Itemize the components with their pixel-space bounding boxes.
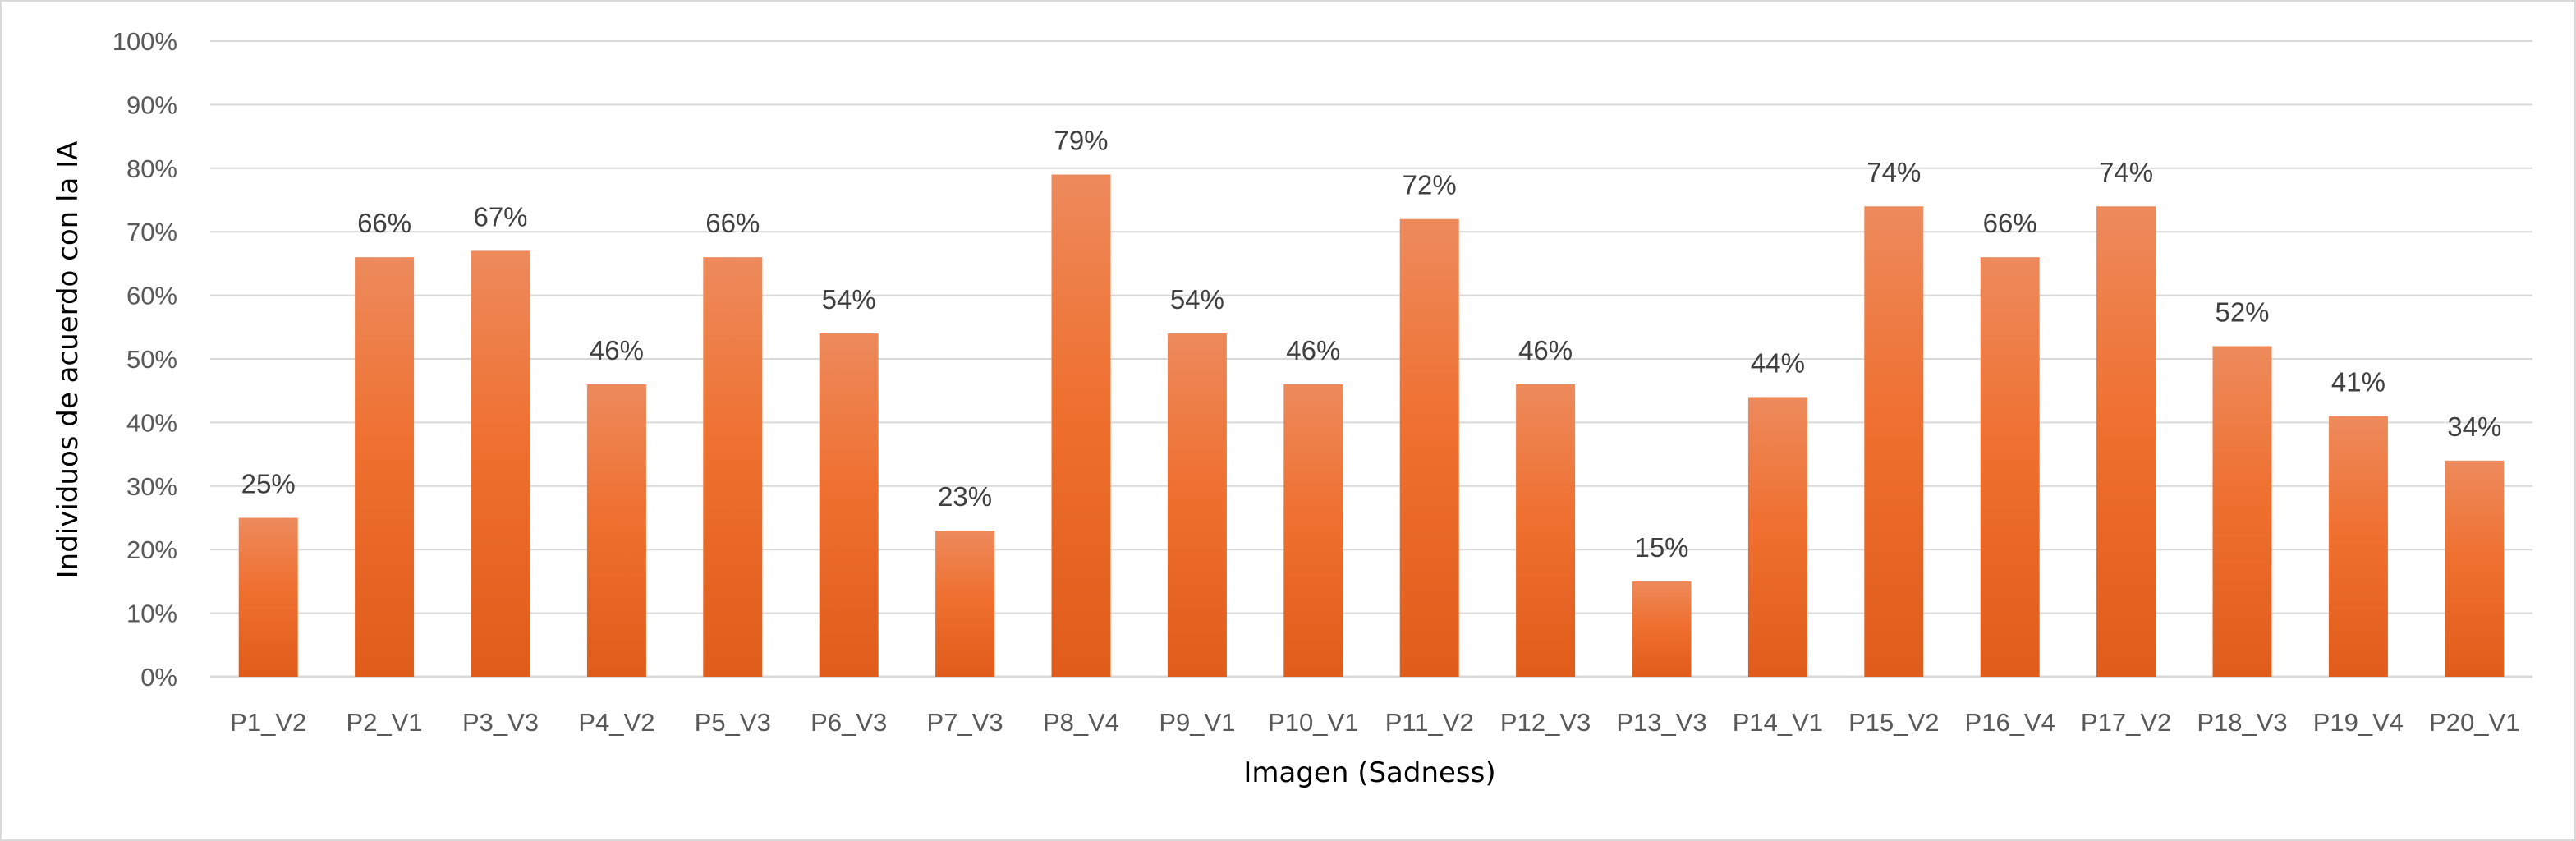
data-labels: 25% 66% 67% 46% 66% 54% 23% 79% 54% 46% 72% 46% 15% 4… — [241, 126, 2502, 563]
bar-p10-v1 — [1283, 384, 1343, 677]
x-tick-label: P11_V2 — [1385, 708, 1474, 737]
bar-p11-v2 — [1399, 218, 1459, 678]
data-label: 46% — [1518, 335, 1573, 365]
bar-p17-v2 — [2096, 206, 2156, 678]
y-tick-label: 20% — [126, 535, 177, 564]
bar-p18-v3 — [2212, 346, 2272, 677]
bar-p6-v3 — [819, 333, 879, 677]
data-label: 52% — [2215, 297, 2269, 328]
data-label: 25% — [241, 469, 296, 499]
bars — [238, 174, 2505, 678]
data-label: 66% — [705, 208, 760, 238]
x-tick-label: P9_V1 — [1159, 708, 1235, 737]
data-label: 46% — [590, 335, 644, 365]
data-label: 74% — [1867, 157, 1921, 187]
bar-p16-v4 — [1980, 257, 2040, 677]
x-tick-label: P3_V3 — [462, 708, 539, 737]
x-tick-label: P18_V3 — [2197, 708, 2287, 737]
x-tick-label: P2_V1 — [347, 708, 423, 737]
y-tick-label: 100% — [112, 27, 177, 56]
data-label: 46% — [1286, 335, 1340, 365]
bar-p3-v3 — [471, 250, 530, 677]
y-axis-ticks: 0% 10% 20% 30% 40% 50% 60% 70% 80% 90% 100% — [112, 27, 177, 692]
y-tick-label: 90% — [126, 90, 177, 119]
y-tick-label: 70% — [126, 218, 177, 246]
x-tick-label: P1_V2 — [230, 708, 306, 737]
bar-p9-v1 — [1167, 333, 1227, 677]
bar-p8-v4 — [1051, 174, 1111, 678]
x-tick-label: P6_V3 — [810, 708, 887, 737]
data-label: 54% — [822, 284, 876, 315]
x-tick-label: P5_V3 — [695, 708, 771, 737]
gridlines — [210, 40, 2532, 678]
y-tick-label: 60% — [126, 282, 177, 310]
bar-p7-v3 — [935, 530, 995, 677]
x-tick-label: P20_V1 — [2429, 708, 2519, 737]
x-tick-label: P7_V3 — [927, 708, 1003, 737]
bar-p13-v3 — [1632, 581, 1692, 677]
y-tick-label: 10% — [126, 600, 177, 628]
x-tick-label: P10_V1 — [1268, 708, 1358, 737]
x-tick-label: P8_V4 — [1043, 708, 1119, 737]
x-tick-label: P17_V2 — [2081, 708, 2171, 737]
x-tick-label: P12_V3 — [1500, 708, 1591, 737]
y-axis-title: Individuos de acuerdo con la IA — [52, 141, 85, 579]
x-tick-label: P15_V2 — [1848, 708, 1939, 737]
x-tick-label: P4_V2 — [578, 708, 654, 737]
x-axis-ticks: P1_V2 P2_V1 P3_V3 P4_V2 P5_V3 P6_V3 P7_V3 P8_V4… — [230, 708, 2519, 737]
bar-p14-v1 — [1747, 397, 1807, 677]
x-tick-label: P16_V4 — [1965, 708, 2055, 737]
bar-p19-v4 — [2328, 416, 2388, 677]
data-label: 66% — [357, 208, 411, 238]
x-tick-label: P13_V3 — [1616, 708, 1706, 737]
data-label: 41% — [2331, 367, 2385, 398]
data-label: 66% — [1983, 208, 2037, 238]
data-label: 74% — [2099, 157, 2153, 187]
y-tick-label: 30% — [126, 472, 177, 501]
y-tick-label: 50% — [126, 345, 177, 374]
x-axis-title: Imagen (Sadness) — [1243, 756, 1495, 789]
bar-p5-v3 — [703, 257, 763, 677]
data-label: 79% — [1054, 126, 1108, 156]
bar-p12-v3 — [1516, 384, 1576, 677]
bar-p20-v1 — [2445, 460, 2505, 677]
bar-p15-v2 — [1864, 206, 1924, 678]
data-label: 23% — [938, 481, 992, 512]
y-tick-label: 80% — [126, 154, 177, 183]
data-label: 15% — [1634, 532, 1688, 563]
x-tick-label: P14_V1 — [1733, 708, 1823, 737]
bar-p2-v1 — [355, 257, 415, 677]
bar-p1-v2 — [238, 517, 298, 677]
data-label: 67% — [473, 201, 527, 232]
data-label: 34% — [2447, 411, 2501, 442]
data-label: 44% — [1751, 347, 1805, 378]
y-tick-label: 40% — [126, 408, 177, 437]
data-label: 72% — [1403, 170, 1457, 200]
bar-p4-v2 — [586, 384, 646, 677]
y-tick-label: 0% — [140, 663, 177, 692]
data-label: 54% — [1170, 284, 1224, 315]
x-tick-label: P19_V4 — [2313, 708, 2404, 737]
